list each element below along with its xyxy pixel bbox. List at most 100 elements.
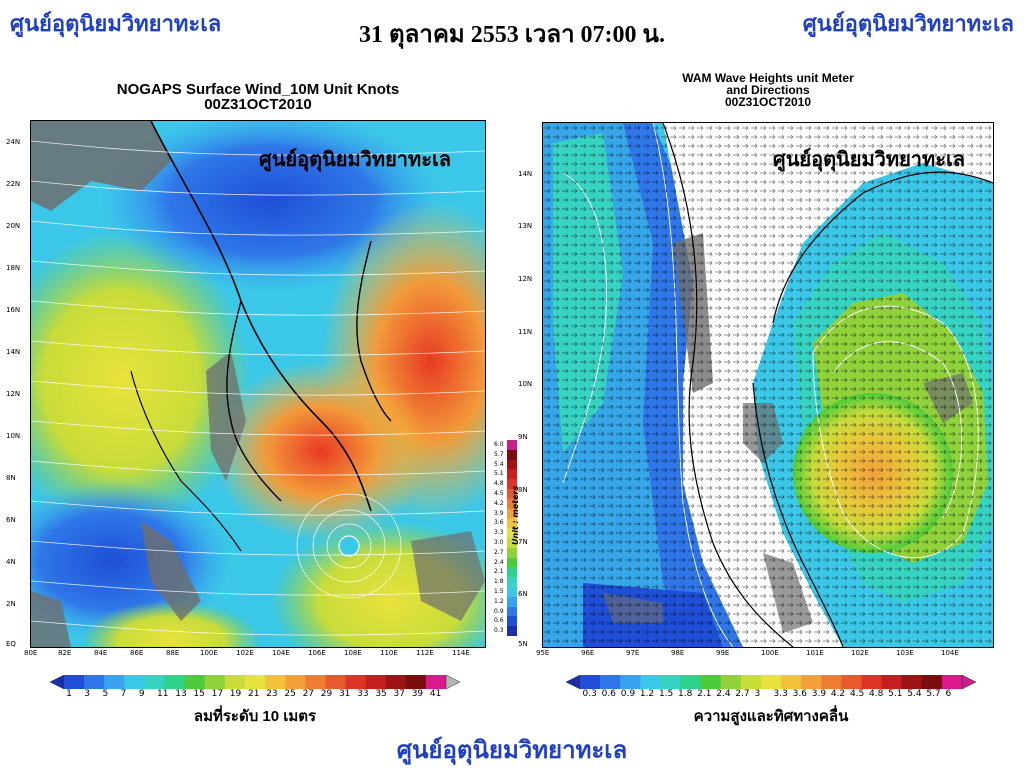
colorbar-tick-label: 0.6 xyxy=(601,689,616,699)
colorbar-cell xyxy=(660,675,682,689)
vertical-colorbar-cell xyxy=(507,577,517,588)
vertical-colorbar-tick: 5.1 xyxy=(494,470,504,478)
wave-lat-tick: 14N xyxy=(518,170,533,178)
wind-lon-tick: 100E xyxy=(200,649,218,657)
wind-lon-tick: 106E xyxy=(308,649,326,657)
colorbar-tick-label: 3 xyxy=(84,689,91,699)
wind-lon-tick: 114E xyxy=(452,649,470,657)
colorbar-cell xyxy=(901,675,923,689)
colorbar-cell xyxy=(781,675,802,689)
header-datetime: 31 ตุลาคม 2553 เวลา 07:00 น. xyxy=(359,22,665,48)
wave-map-image xyxy=(543,123,993,647)
vertical-colorbar-cell xyxy=(507,489,517,500)
wave-lat-tick: 10N xyxy=(518,380,533,388)
colorbar-tick-label: 27 xyxy=(302,689,315,699)
wind-map-lat-axis: 24N 22N 20N 18N 16N 14N 12N 10N 8N 6N 4N… xyxy=(6,120,30,648)
wind-lat-tick: 6N xyxy=(6,516,16,524)
colorbar-tick-label: 5.7 xyxy=(926,689,941,699)
vertical-colorbar-cell xyxy=(507,626,517,637)
wave-lon-tick: 103E xyxy=(896,649,914,657)
wind-colorbar xyxy=(50,675,460,689)
colorbar-cell xyxy=(760,675,782,689)
wind-lat-tick: 22N xyxy=(6,180,21,188)
wind-map-title-line1: NOGAPS Surface Wind_10M Unit Knots xyxy=(116,81,400,98)
wind-lon-tick: 84E xyxy=(94,649,108,657)
colorbar-cell xyxy=(841,675,862,689)
colorbar-cell xyxy=(680,675,702,689)
wind-lon-tick: 108E xyxy=(344,649,362,657)
colorbar-cell xyxy=(184,675,206,689)
colorbar-cell xyxy=(64,675,85,689)
vertical-colorbar-tick: 4.2 xyxy=(494,499,504,507)
colorbar-cell xyxy=(580,675,601,689)
vertical-colorbar-tick: 3.6 xyxy=(494,519,504,527)
colorbar-cell xyxy=(801,675,822,689)
colorbar-tick-label: 23 xyxy=(266,689,278,699)
wave-lon-tick: 96E xyxy=(581,649,595,657)
header-org-left: ศูนย์อุตุนิยมวิทยาทะเล xyxy=(10,11,222,36)
vertical-colorbar-cell xyxy=(507,547,517,559)
colorbar-cell xyxy=(144,675,166,689)
vertical-colorbar-tick: 4.5 xyxy=(494,490,504,497)
wave-colorbar xyxy=(566,675,976,689)
colorbar-tick-label: 5.1 xyxy=(888,689,903,699)
wave-lat-tick: 6N xyxy=(518,590,528,598)
vertical-colorbar-tick: 6.0 xyxy=(494,441,504,448)
wave-lat-tick: 11N xyxy=(518,328,533,336)
colorbar-tick-label: 3.6 xyxy=(792,689,807,699)
colorbar-cell xyxy=(600,675,621,689)
wind-lat-tick: 14N xyxy=(6,348,21,356)
wind-map-title-line2: 00Z31OCT2010 xyxy=(204,96,312,113)
wind-lat-tick: 12N xyxy=(6,390,21,398)
wind-lon-tick: 86E xyxy=(130,649,144,657)
header-org-right: ศูนย์อุตุนิยมวิทยาทะเล xyxy=(802,11,1014,36)
colorbar-tick-label: 19 xyxy=(229,689,242,699)
vertical-colorbar-cell xyxy=(507,567,517,578)
wave-map-panel: ศูนย์อุตุนิยมวิทยาทะเล xyxy=(542,122,994,648)
colorbar-cell xyxy=(224,675,246,689)
colorbar-cell xyxy=(405,675,427,689)
colorbar-tick-label: 11 xyxy=(157,689,169,699)
vertical-colorbar-tick: 5.7 xyxy=(494,450,504,458)
colorbar-end-right xyxy=(445,675,460,689)
wind-lat-tick: 8N xyxy=(6,474,16,482)
colorbar-cell xyxy=(265,675,286,689)
vertical-colorbar-tick: 2.7 xyxy=(494,548,504,556)
wind-lat-tick: 4N xyxy=(6,558,16,566)
wind-lat-tick: 2N xyxy=(6,600,16,608)
vertical-colorbar-tick: 1.2 xyxy=(494,597,504,605)
colorbar-cell xyxy=(921,675,943,689)
wave-lat-tick: 7N xyxy=(518,538,528,546)
vertical-colorbar-cell xyxy=(507,518,517,529)
wind-map-image xyxy=(31,121,485,647)
colorbar-tick-label: 3 xyxy=(754,689,761,699)
wave-lon-tick: 100E xyxy=(761,649,779,657)
wind-map-title: NOGAPS Surface Wind_10M Unit Knots 00Z31… xyxy=(30,82,486,112)
wave-lat-tick: 9N xyxy=(518,433,528,441)
wave-map-title-line2: and Directions xyxy=(726,83,810,97)
wave-lon-tick: 98E xyxy=(671,649,685,657)
wave-map-title-line3: 00Z31OCT2010 xyxy=(724,95,812,109)
footer-org: ศูนย์อุตุนิยมวิทยาทะเล xyxy=(396,738,628,764)
vertical-colorbar-cell xyxy=(507,587,517,598)
wave-map-watermark: ศูนย์อุตุนิยมวิทยาทะเล xyxy=(773,149,966,171)
colorbar-tick-label: 31 xyxy=(338,689,351,699)
wave-lat-tick: 5N xyxy=(518,640,528,648)
colorbar-cell xyxy=(425,675,447,689)
colorbar-cell xyxy=(821,675,842,689)
colorbar-cell xyxy=(204,675,226,689)
wave-map-title: WAM Wave Heights unit Meter and Directio… xyxy=(542,72,994,108)
colorbar-tick-label: 6 xyxy=(945,689,952,699)
colorbar-tick-label: 4.5 xyxy=(849,689,865,699)
wave-lon-tick: 104E xyxy=(941,649,959,657)
colorbar-tick-label: 15 xyxy=(193,689,205,699)
colorbar-tick-label: 1 xyxy=(66,689,72,699)
colorbar-tick-label: 5.4 xyxy=(907,689,922,699)
colorbar-tick-label: 4.8 xyxy=(869,689,884,699)
wind-lon-tick: 104E xyxy=(272,649,290,657)
vertical-colorbar-cell xyxy=(507,596,517,608)
wind-lat-tick: 20N xyxy=(6,222,21,230)
wind-lon-tick: 80E xyxy=(24,649,38,657)
wind-lat-tick: EQ xyxy=(6,640,16,648)
vertical-colorbar-cell xyxy=(507,498,517,510)
